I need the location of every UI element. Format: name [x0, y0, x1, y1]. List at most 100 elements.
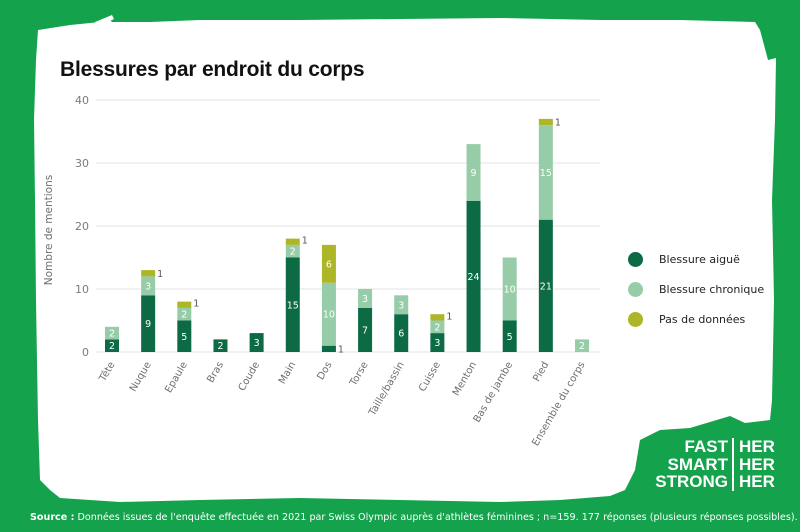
bar-value-label: 3	[398, 300, 404, 311]
bar-value-label: 10	[323, 310, 335, 321]
bars	[105, 118, 589, 352]
legend-item-chronic: Blessure chronique	[628, 274, 764, 304]
logo-word-her-3: HER	[739, 472, 775, 491]
bar-segment	[502, 320, 517, 352]
bar-segment	[321, 244, 336, 283]
bar-segment	[177, 301, 192, 308]
logo-word-her-1: HER	[739, 437, 775, 456]
x-tick-label: Bas de jambe	[472, 360, 516, 425]
y-tick-label: 0	[82, 346, 89, 359]
bar-value-label: 24	[467, 272, 479, 283]
bar-value-label: 2	[217, 341, 223, 352]
bar-value-label: 2	[579, 341, 585, 352]
bar-value-label: 9	[471, 168, 477, 179]
bar-value-label: 3	[362, 294, 368, 305]
bar-value-label: 3	[254, 338, 260, 349]
bar-segment	[466, 144, 481, 201]
bar-stack-0	[105, 326, 119, 352]
bar-value-label: 9	[145, 319, 151, 330]
bar-stack-8	[394, 295, 409, 352]
y-tick-label: 20	[75, 220, 89, 233]
legend: Blessure aiguë Blessure chronique Pas de…	[628, 244, 764, 334]
bar-value-label: 21	[540, 281, 552, 292]
bar-segment	[321, 345, 336, 352]
bar-value-label: 3	[145, 281, 151, 292]
bar-segment	[502, 257, 517, 321]
bar-stack-1	[141, 270, 156, 352]
bar-stack-13	[575, 339, 589, 352]
x-tick-label: Cuisse	[417, 360, 443, 394]
bar-value-label: 1	[555, 118, 561, 129]
x-tick-label: Bras	[205, 360, 226, 385]
bar-segment	[575, 339, 589, 352]
bar-stack-6	[321, 244, 336, 352]
bar-segment	[321, 282, 336, 346]
bar-value-label: 2	[109, 341, 115, 352]
legend-dot-no-data	[628, 311, 643, 327]
bar-value-label: 5	[181, 332, 187, 343]
bar-value-label: 1	[302, 236, 308, 247]
x-axis-labels: Tête Nuque Epaule Bras Coude Main Dos TorseTail…	[96, 360, 587, 449]
logo-word-smart: SMART	[667, 454, 728, 474]
bar-segment	[430, 333, 445, 352]
legend-dot-acute	[628, 251, 643, 267]
source-label: Source :	[30, 512, 75, 523]
fast-smart-strong-her-logo: FAST SMART STRONG HER HER HER	[648, 438, 775, 491]
bar-segment	[358, 307, 373, 352]
source-text: Données issues de l'enquête effectuée en…	[74, 512, 798, 523]
legend-item-no-data: Pas de données	[628, 304, 764, 334]
logo-word-strong: STRONG	[655, 472, 728, 491]
bar-segment	[105, 326, 119, 340]
x-tick-label: Nuque	[128, 360, 154, 394]
bar-segment	[285, 257, 300, 352]
x-tick-label: Dos	[315, 360, 334, 382]
x-tick-label: Torse	[348, 360, 371, 389]
bar-segment	[141, 276, 156, 296]
bar-stack-12	[538, 118, 553, 352]
bar-value-label: 5	[507, 332, 513, 343]
y-axis-label: Nombre de mentions	[43, 175, 55, 285]
bar-value-label: 15	[540, 168, 552, 179]
bar-value-label: 1	[193, 299, 199, 310]
logo-divider	[732, 438, 734, 491]
x-tick-label: Menton	[451, 360, 479, 398]
bar-segment	[177, 320, 192, 352]
x-tick-label: Main	[277, 360, 298, 386]
logo-word-her-2: HER	[739, 454, 775, 474]
legend-item-acute: Blessure aiguë	[628, 244, 764, 274]
y-tick-label: 40	[75, 94, 89, 107]
bar-value-label: 3	[434, 338, 440, 349]
bar-value-label: 6	[398, 329, 404, 340]
y-axis-ticks: 0 10 20 30 40	[75, 94, 89, 359]
legend-label-acute: Blessure aiguë	[659, 252, 740, 266]
bar-value-label: 2	[290, 247, 296, 258]
bar-stack-5	[285, 238, 300, 352]
bar-segment	[249, 333, 264, 352]
x-tick-label: Tête	[96, 360, 117, 385]
chart-title: Blessures par endroit du corps	[60, 58, 365, 81]
bar-stack-3	[213, 339, 228, 352]
y-tick-label: 10	[75, 283, 89, 296]
bar-segment	[538, 118, 553, 126]
gridlines	[96, 99, 600, 353]
white-brush-panel	[34, 18, 776, 502]
legend-dot-chronic	[628, 281, 643, 297]
bar-stack-2	[177, 301, 192, 352]
bar-segment	[538, 125, 553, 220]
x-tick-label: Taille/bassin	[367, 360, 407, 419]
bar-segment	[430, 320, 445, 334]
bar-value-label: 1	[338, 344, 344, 355]
bar-segment	[285, 238, 300, 245]
legend-label-no-data: Pas de données	[659, 312, 746, 326]
bar-value-label: 1	[157, 269, 163, 280]
legend-label-chronic: Blessure chronique	[659, 282, 765, 296]
bar-segment	[466, 200, 481, 352]
bar-value-label: 2	[434, 322, 440, 333]
bar-segment	[177, 307, 192, 321]
brush-stroke-top	[95, 15, 114, 26]
bar-stack-9	[430, 314, 445, 352]
bar-segment	[538, 219, 553, 352]
source-note: Source : Données issues de l'enquête eff…	[30, 512, 798, 523]
